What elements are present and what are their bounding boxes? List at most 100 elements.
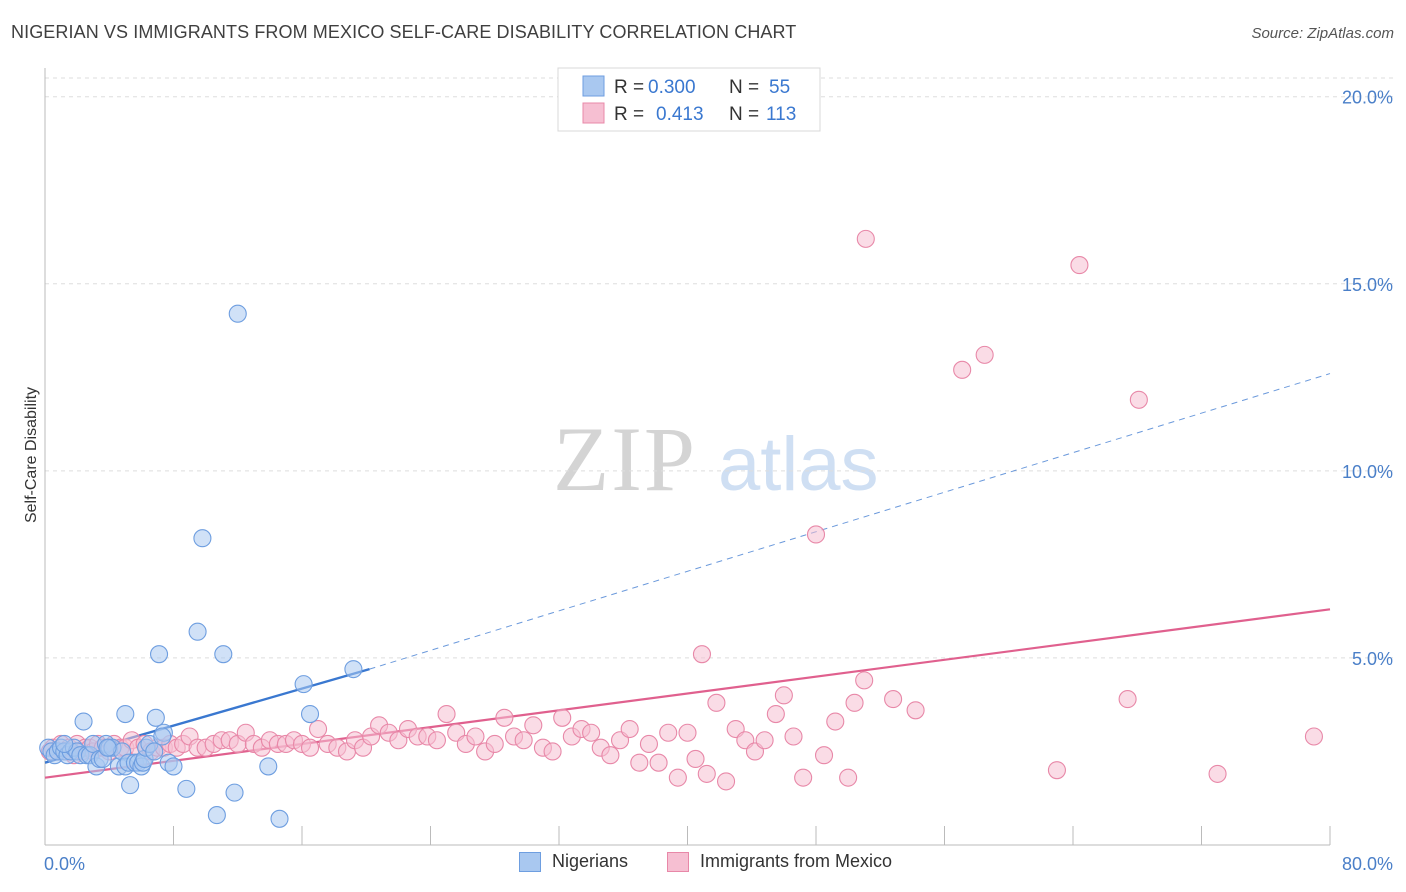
- mexico-point: [495, 708, 514, 727]
- y-tick-label: 20.0%: [1342, 88, 1393, 108]
- nigerian-point: [207, 806, 226, 825]
- mexico-point: [659, 723, 678, 742]
- nigerian-point: [270, 809, 289, 828]
- mexico-point: [543, 742, 562, 761]
- y-tick-label: 5.0%: [1352, 649, 1393, 669]
- mexico-point: [1129, 390, 1148, 409]
- legend-n-value-nigerians: 55: [769, 77, 790, 98]
- mexico-point: [466, 727, 485, 746]
- x-tick-label: 80.0%: [1342, 854, 1393, 874]
- legend-n-value-mexico: 113: [766, 104, 796, 125]
- mexico-point: [697, 764, 716, 783]
- mexico-point: [514, 731, 533, 750]
- chart-title: NIGERIAN VS IMMIGRANTS FROM MEXICO SELF-…: [11, 22, 797, 42]
- mexico-point: [784, 727, 803, 746]
- nigerian-point: [188, 622, 207, 641]
- mexico-point: [630, 753, 649, 772]
- mexico-point: [766, 704, 785, 724]
- mexico-point: [856, 229, 875, 248]
- legend-swatch-nigerians-bottom: [519, 851, 541, 872]
- gridlines: [45, 77, 1395, 659]
- nigerian-point: [145, 742, 164, 761]
- nigerian-point: [214, 645, 233, 664]
- x-tick-label: 0.0%: [44, 854, 85, 874]
- mexico-point: [1047, 761, 1066, 780]
- mexico-point: [437, 704, 456, 724]
- y-tick-label: 15.0%: [1342, 275, 1393, 295]
- legend-n-label-nigerians: N =: [729, 77, 759, 98]
- legend-swatch-mexico: [582, 102, 605, 124]
- mexico-point: [814, 746, 834, 765]
- nigerian-point: [344, 660, 363, 679]
- data-points: [39, 229, 1323, 828]
- mexico-point: [686, 749, 705, 768]
- nigerian-point: [98, 738, 117, 757]
- mexico-point: [845, 693, 864, 712]
- legend-r-label-nigerians: R =: [614, 77, 644, 98]
- legend-r-value-mexico: 0.413: [656, 104, 704, 125]
- nigerian-point: [177, 779, 196, 798]
- mexico-point: [485, 734, 504, 754]
- watermark-atlas: atlas: [718, 422, 879, 507]
- mexico-point: [692, 645, 712, 664]
- legend-label-nigerians: Nigerians: [552, 851, 629, 871]
- nigerian-point: [149, 645, 169, 664]
- mexico-point: [668, 768, 687, 787]
- nigerians-trend-extension: [369, 373, 1331, 670]
- mexico-point: [309, 719, 328, 739]
- legend-swatch-nigerians: [582, 75, 605, 97]
- legend-r-label-mexico: R =: [614, 104, 644, 125]
- mexico-point: [524, 716, 543, 735]
- nigerian-point: [121, 776, 140, 795]
- mexico-point: [794, 768, 813, 787]
- y-axis-label: Self-Care Disability: [23, 387, 40, 523]
- watermark-zip: ZIP: [553, 408, 697, 510]
- mexico-point: [855, 671, 874, 690]
- axes: [44, 68, 1331, 846]
- legend-r-value-nigerians: 0.300: [648, 77, 696, 98]
- mexico-point: [1118, 690, 1137, 709]
- mexico-point: [620, 719, 639, 739]
- mexico-point: [774, 686, 793, 705]
- nigerian-point: [146, 708, 165, 727]
- mexico-point: [1208, 764, 1227, 783]
- nigerian-point: [116, 704, 135, 724]
- nigerian-point: [74, 712, 93, 731]
- mexico-point: [975, 345, 994, 364]
- mexico-point: [649, 753, 668, 772]
- mexico-point: [639, 734, 659, 754]
- bottom-legend: Nigerians Immigrants from Mexico: [0, 851, 1406, 877]
- source-label: Source: ZipAtlas.com: [1251, 25, 1394, 42]
- mexico-point: [806, 525, 826, 544]
- nigerian-point: [55, 734, 74, 754]
- legend-n-label-mexico: N =: [729, 104, 759, 125]
- nigerian-point: [259, 757, 278, 776]
- y-tick-label: 10.0%: [1342, 462, 1393, 482]
- nigerian-point: [300, 704, 320, 724]
- mexico-point: [953, 360, 972, 379]
- mexico-point: [553, 708, 572, 727]
- nigerian-point: [193, 529, 212, 548]
- nigerian-point: [294, 675, 313, 694]
- mexico-point: [582, 723, 601, 742]
- nigerian-point: [225, 783, 244, 802]
- nigerian-point: [153, 727, 172, 746]
- mexico-point: [300, 738, 320, 757]
- tick-labels: 5.0% 10.0% 15.0% 20.0% 0.0% 80.0%: [44, 88, 1393, 874]
- mexico-point: [1070, 256, 1089, 275]
- mexico-point: [755, 731, 774, 750]
- mexico-point: [884, 690, 903, 709]
- mexico-point: [1304, 727, 1323, 746]
- legend-label-mexico: Immigrants from Mexico: [700, 851, 893, 871]
- nigerian-point: [228, 304, 247, 323]
- legend-item-nigerians: Nigerians: [519, 851, 628, 872]
- mexico-point: [839, 768, 858, 787]
- mexico-point: [707, 693, 726, 712]
- legend-swatch-mexico-bottom: [667, 851, 689, 872]
- mexico-point: [427, 731, 446, 750]
- mexico-point: [678, 723, 697, 742]
- mexico-point: [906, 701, 925, 720]
- legend-item-mexico: Immigrants from Mexico: [667, 851, 892, 872]
- mexico-point: [601, 746, 620, 765]
